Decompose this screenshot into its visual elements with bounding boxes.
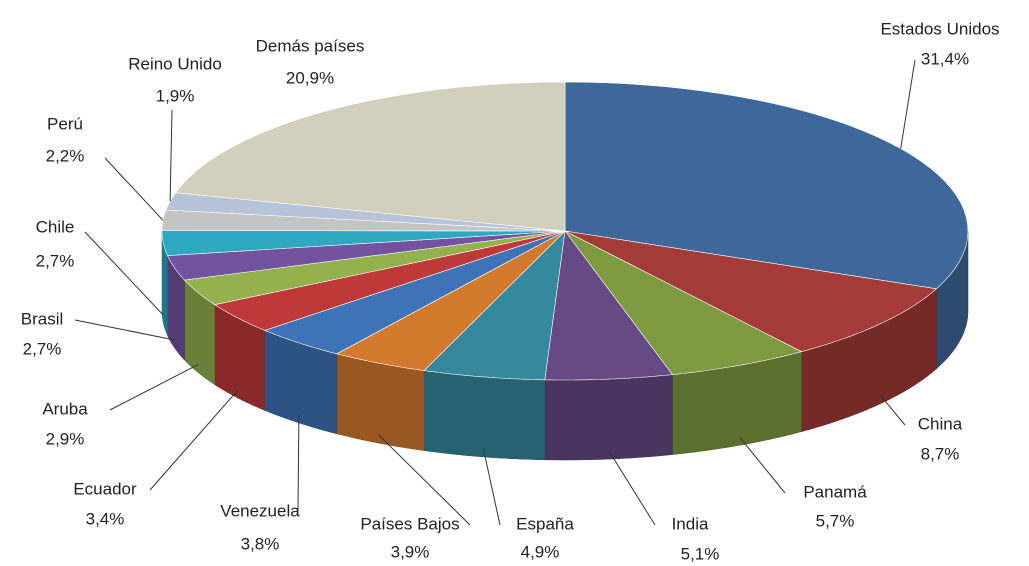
slice bbox=[161, 230, 566, 256]
slice-value-label: 8,7% bbox=[921, 444, 960, 463]
slice bbox=[175, 81, 566, 232]
leader-line bbox=[739, 436, 786, 494]
slice bbox=[564, 230, 938, 353]
slice-value-label: 2,7% bbox=[23, 339, 62, 358]
leader-line bbox=[378, 434, 471, 526]
leader-line bbox=[104, 157, 164, 221]
slice bbox=[167, 230, 566, 281]
leader-line bbox=[482, 448, 501, 526]
slice-label: Aruba bbox=[42, 399, 88, 418]
slice-label: Estados Unidos bbox=[880, 19, 999, 38]
slice bbox=[213, 230, 566, 331]
leader-line bbox=[297, 414, 300, 513]
slice-value-label: 2,2% bbox=[46, 146, 85, 165]
slice-value-label: 3,4% bbox=[86, 509, 125, 528]
slice-label: Países Bajos bbox=[360, 514, 459, 533]
slice-value-label: 4,9% bbox=[521, 542, 560, 561]
slice-side bbox=[544, 374, 673, 461]
slice-label: Demás países bbox=[256, 36, 365, 55]
slice-label: Perú bbox=[47, 114, 83, 133]
leader-line bbox=[84, 231, 164, 316]
slice-value-label: 3,9% bbox=[391, 542, 430, 561]
slice-side bbox=[423, 370, 546, 461]
leader-line bbox=[169, 109, 173, 202]
slice bbox=[335, 230, 566, 371]
slice bbox=[544, 230, 673, 381]
leader-line bbox=[900, 59, 916, 149]
slice-value-label: 3,8% bbox=[241, 534, 280, 553]
slice-label: Brasil bbox=[21, 309, 64, 328]
slice-label: China bbox=[918, 414, 963, 433]
slice bbox=[183, 230, 566, 306]
leader-line bbox=[880, 395, 906, 426]
leader-line bbox=[149, 389, 239, 491]
slice bbox=[564, 230, 803, 375]
slice-value-label: 20,9% bbox=[286, 68, 334, 87]
slice bbox=[263, 230, 566, 355]
leader-line bbox=[608, 450, 656, 526]
slice-value-label: 31,4% bbox=[921, 49, 969, 68]
slice-label: Panamá bbox=[803, 482, 867, 501]
slice bbox=[423, 230, 566, 381]
slice-label: España bbox=[516, 514, 574, 533]
slice-label: India bbox=[672, 514, 709, 533]
slice-value-label: 2,9% bbox=[46, 429, 85, 448]
leader-line bbox=[109, 364, 199, 411]
slice-value-label: 5,7% bbox=[816, 511, 855, 530]
slice-value-label: 2,7% bbox=[36, 251, 75, 270]
leader-line bbox=[74, 319, 175, 341]
slice-label: Reino Unido bbox=[128, 54, 222, 73]
slice-value-label: 5,1% bbox=[681, 544, 720, 563]
slice-label: Chile bbox=[36, 217, 75, 236]
slice-label: Ecuador bbox=[73, 479, 137, 498]
slice-label: Venezuela bbox=[220, 501, 300, 520]
slice-value-label: 1,9% bbox=[156, 86, 195, 105]
